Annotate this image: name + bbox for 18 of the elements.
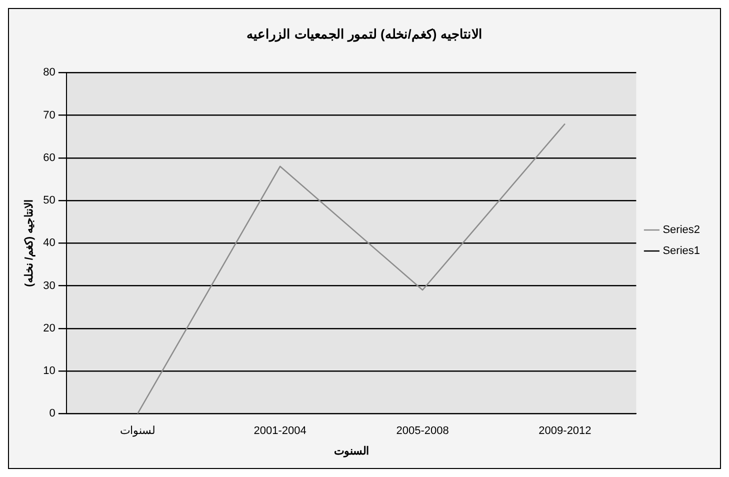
y-tick-label: 20 [43, 322, 56, 334]
y-axis-title: الانتاجيه (كغم/ نخله) [24, 199, 36, 287]
legend-label: Series2 [662, 224, 700, 236]
x-tick-label: لسنوات [120, 425, 156, 438]
y-tick-label: 30 [43, 280, 56, 292]
y-tick-label: 0 [49, 408, 56, 420]
y-tick-label: 80 [43, 66, 56, 79]
y-tick-label: 70 [43, 109, 56, 122]
chart-title: الانتاجيه (كغم/نخله) لتمور الجمعيات الزراعيه [246, 26, 482, 42]
x-tick-label: 2009-2012 [538, 425, 592, 438]
y-tick-label: 40 [43, 237, 56, 250]
x-tick-label: 2001-2004 [254, 425, 306, 438]
y-tick-label: 50 [43, 194, 56, 207]
y-tick-label: 60 [43, 152, 56, 164]
y-tick-label: 10 [43, 365, 56, 378]
legend-label: Series1 [662, 245, 700, 258]
x-tick-label: 2005-2008 [396, 425, 449, 438]
x-axis-title: السنوت [334, 445, 369, 458]
